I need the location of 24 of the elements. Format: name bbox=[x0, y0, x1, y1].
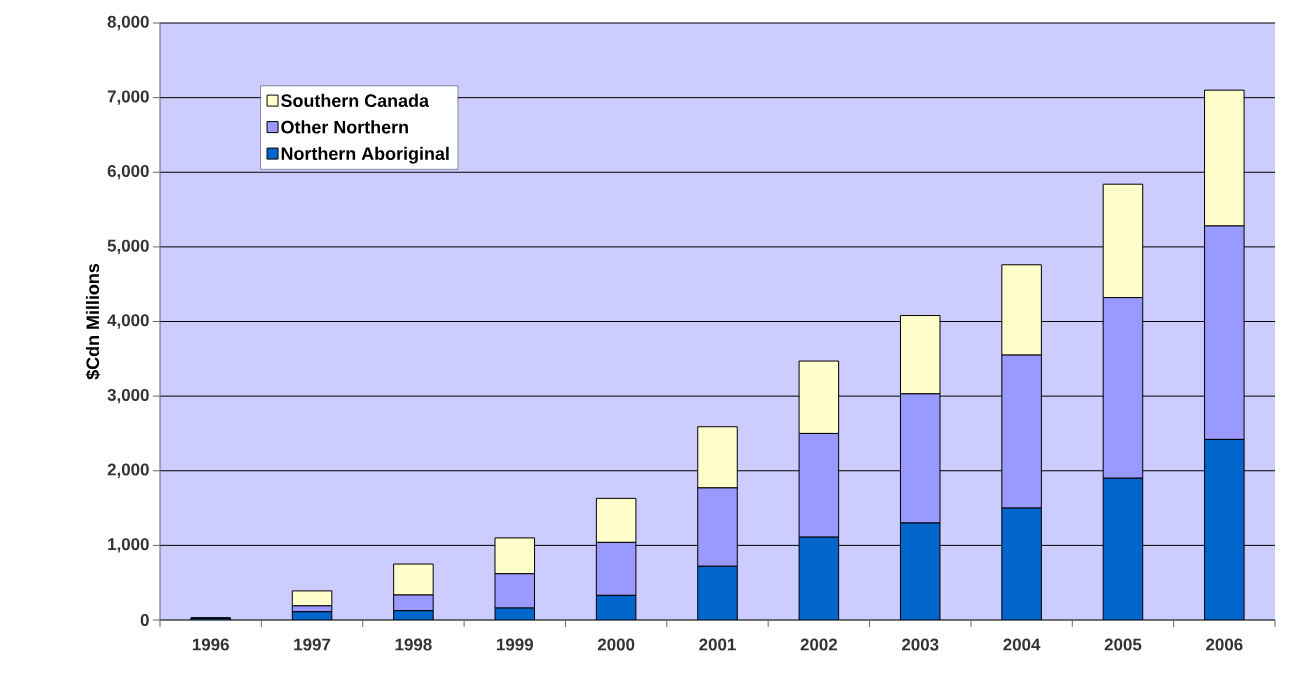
y-tick-label: 0 bbox=[140, 614, 149, 626]
x-tick-label: 2003 bbox=[901, 638, 939, 651]
y-tick-label: 4,000 bbox=[107, 314, 149, 329]
x-tick-label: 2002 bbox=[800, 638, 838, 651]
x-tick-label: 1999 bbox=[497, 638, 533, 651]
legend-label: Southern Canada bbox=[281, 93, 430, 108]
y-tick-label: 1,000 bbox=[108, 538, 149, 553]
y-tick-label: 3,000 bbox=[107, 388, 149, 404]
y-tick-label: 8,000 bbox=[107, 15, 149, 31]
x-tick-label: 2000 bbox=[597, 638, 635, 651]
y-tick-label: 5,000 bbox=[107, 239, 149, 255]
x-tick-label: 1996 bbox=[192, 638, 229, 651]
y-tick-label: 2,000 bbox=[107, 463, 149, 478]
x-tick-label: 2001 bbox=[699, 638, 736, 651]
x-tick-label: 1998 bbox=[395, 638, 432, 651]
x-tick-label: 2005 bbox=[1104, 638, 1142, 651]
x-tick-label: 2004 bbox=[1003, 638, 1041, 651]
y-axis-title: $Cdn Millions bbox=[85, 263, 101, 380]
legend-label: Other Northern bbox=[281, 120, 408, 134]
x-tick-label: 1997 bbox=[294, 638, 331, 651]
y-tick-label: 7,000 bbox=[107, 90, 149, 105]
x-tick-label: 2006 bbox=[1206, 638, 1243, 651]
legend-label: Northern Aboriginal bbox=[281, 146, 449, 164]
y-tick-label: 6,000 bbox=[107, 165, 149, 180]
